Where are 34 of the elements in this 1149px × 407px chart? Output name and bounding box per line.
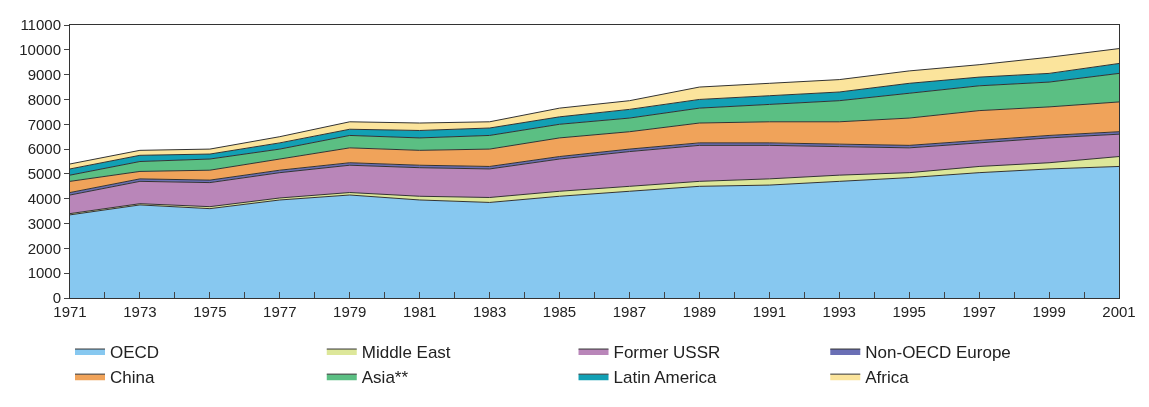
y-tick-label: 3000 [27, 214, 61, 232]
x-tick-label: 1975 [193, 303, 227, 320]
legend-label: Former USSR [613, 342, 721, 362]
x-tick-label: 1997 [962, 303, 996, 320]
y-tick-label: 2000 [27, 239, 61, 257]
y-tick-label: 6000 [27, 140, 61, 158]
x-tick-label: 1979 [333, 303, 367, 320]
x-tick-label: 1993 [822, 303, 856, 320]
y-tick-label: 1000 [27, 264, 61, 282]
x-tick-label: 1991 [752, 303, 787, 320]
legend-label: Non-OECD Europe [865, 342, 1011, 362]
x-tick-label: 1989 [682, 303, 717, 320]
x-tick-label: 2001 [1102, 303, 1136, 320]
x-tick-label: 1999 [1032, 303, 1066, 320]
y-tick-label: 4000 [27, 189, 61, 207]
x-tick-label: 1977 [263, 303, 297, 320]
legend-label: Asia** [361, 367, 409, 387]
y-tick-label: 7000 [27, 115, 61, 133]
x-tick-label: 1973 [123, 303, 157, 320]
legend-label: Latin America [613, 367, 718, 387]
legend-label: OECD [110, 342, 160, 362]
x-tick-label: 1995 [892, 303, 926, 320]
x-tick-label: 1981 [402, 303, 437, 320]
y-tick-label: 11000 [20, 16, 61, 34]
y-tick-label: 9000 [27, 65, 61, 83]
x-tick-label: 1983 [472, 303, 507, 320]
y-tick-label: 5000 [27, 165, 61, 183]
legend-label: Africa [865, 367, 910, 387]
x-tick-label: 1987 [612, 303, 647, 320]
y-tick-label: 8000 [27, 90, 61, 108]
y-tick-label: 10000 [19, 41, 61, 59]
legend-label: China [110, 367, 155, 387]
x-tick-label: 1985 [542, 303, 577, 320]
legend-label: Middle East [361, 342, 451, 362]
